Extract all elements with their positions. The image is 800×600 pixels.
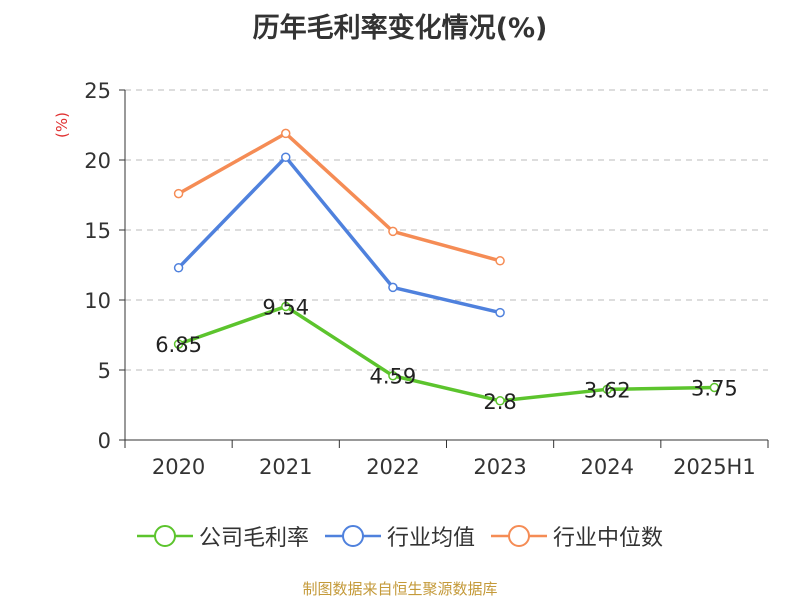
legend: 公司毛利率 行业均值 行业中位数 — [0, 520, 800, 552]
x-tick-label: 2023 — [473, 455, 526, 479]
data-label: 4.59 — [370, 365, 417, 389]
data-point — [173, 339, 184, 349]
y-tick-label: 0 — [98, 429, 111, 453]
series-line — [178, 304, 715, 403]
chart-title: 历年毛利率变化情况(%) — [252, 13, 548, 44]
legend-item[interactable]: 公司毛利率 — [136, 520, 309, 552]
legend-item[interactable]: 行业均值 — [324, 520, 475, 552]
data-label: 3.62 — [584, 378, 631, 402]
data-labels: 6.85 9.54 4.59 2.8 3.62 3.75 — [155, 295, 738, 413]
data-point — [281, 128, 291, 139]
legend-swatch-icon — [491, 525, 547, 547]
data-point — [173, 263, 184, 273]
y-axis-label: (%) — [53, 112, 71, 138]
data-point — [388, 370, 398, 381]
series — [173, 128, 720, 406]
data-label: 3.75 — [691, 377, 738, 401]
data-label: 9.54 — [262, 295, 309, 319]
data-label: 2.8 — [483, 390, 516, 414]
data-label: 6.85 — [155, 333, 202, 357]
y-tick-label: 25 — [84, 79, 111, 103]
legend-label: 公司毛利率 — [198, 526, 309, 551]
source-note: 制图数据来自恒生聚源数据库 — [302, 580, 498, 598]
data-point — [281, 301, 291, 312]
data-point — [281, 152, 291, 162]
data-point — [495, 307, 505, 318]
legend-swatch-icon — [136, 525, 193, 547]
series-line — [177, 131, 501, 263]
legend-label: 行业均值 — [386, 526, 475, 551]
x-tick-label: 2024 — [581, 455, 634, 479]
data-point — [388, 226, 398, 237]
series-line — [177, 155, 501, 315]
y-tick-label: 5 — [98, 359, 111, 383]
data-point — [602, 384, 612, 395]
y-tick-label: 20 — [84, 149, 111, 173]
x-tick-label: 2025H1 — [673, 455, 756, 479]
data-point — [495, 396, 505, 406]
legend-label: 行业中位数 — [553, 526, 664, 551]
x-tick-label: 2021 — [259, 455, 312, 479]
y-tick-label: 15 — [84, 219, 111, 243]
y-tick-label: 10 — [84, 289, 111, 313]
axes: 0 5 10 15 20 25 2020 2021 2022 2023 2024 2025H1 — [84, 79, 769, 479]
data-point — [173, 188, 184, 199]
x-tick-label: 2022 — [366, 455, 419, 479]
legend-item[interactable]: 行业中位数 — [491, 520, 663, 552]
data-point — [709, 382, 720, 393]
x-tick-label: 2020 — [152, 455, 205, 479]
data-point — [388, 282, 398, 293]
data-point — [495, 256, 505, 266]
legend-swatch-icon — [324, 525, 381, 547]
